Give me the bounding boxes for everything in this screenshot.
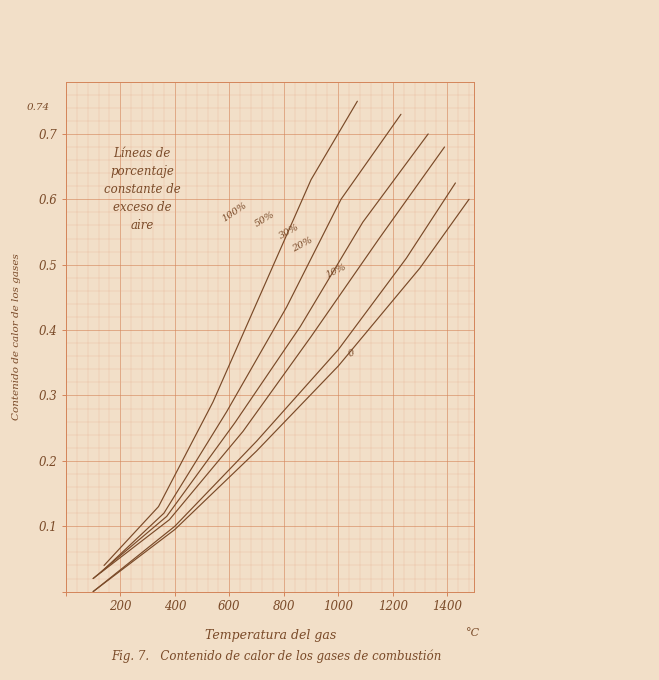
- Text: Fig. 7.   Contenido de calor de los gases de combustión: Fig. 7. Contenido de calor de los gases …: [111, 649, 442, 663]
- Text: Temperatura del gas: Temperatura del gas: [204, 629, 336, 642]
- Text: Líneas de
porcentaje
constante de
exceso de
aire: Líneas de porcentaje constante de exceso…: [104, 147, 181, 232]
- Text: Contenido de calor de los gases: Contenido de calor de los gases: [12, 253, 21, 420]
- Text: 0: 0: [347, 347, 357, 358]
- Text: 10%: 10%: [324, 262, 347, 280]
- Text: 30%: 30%: [277, 223, 301, 241]
- Text: 100%: 100%: [221, 201, 249, 224]
- Text: °C: °C: [467, 628, 480, 638]
- Text: 20%: 20%: [291, 236, 314, 254]
- Text: 50%: 50%: [253, 209, 276, 228]
- Text: 0.74: 0.74: [26, 103, 49, 112]
